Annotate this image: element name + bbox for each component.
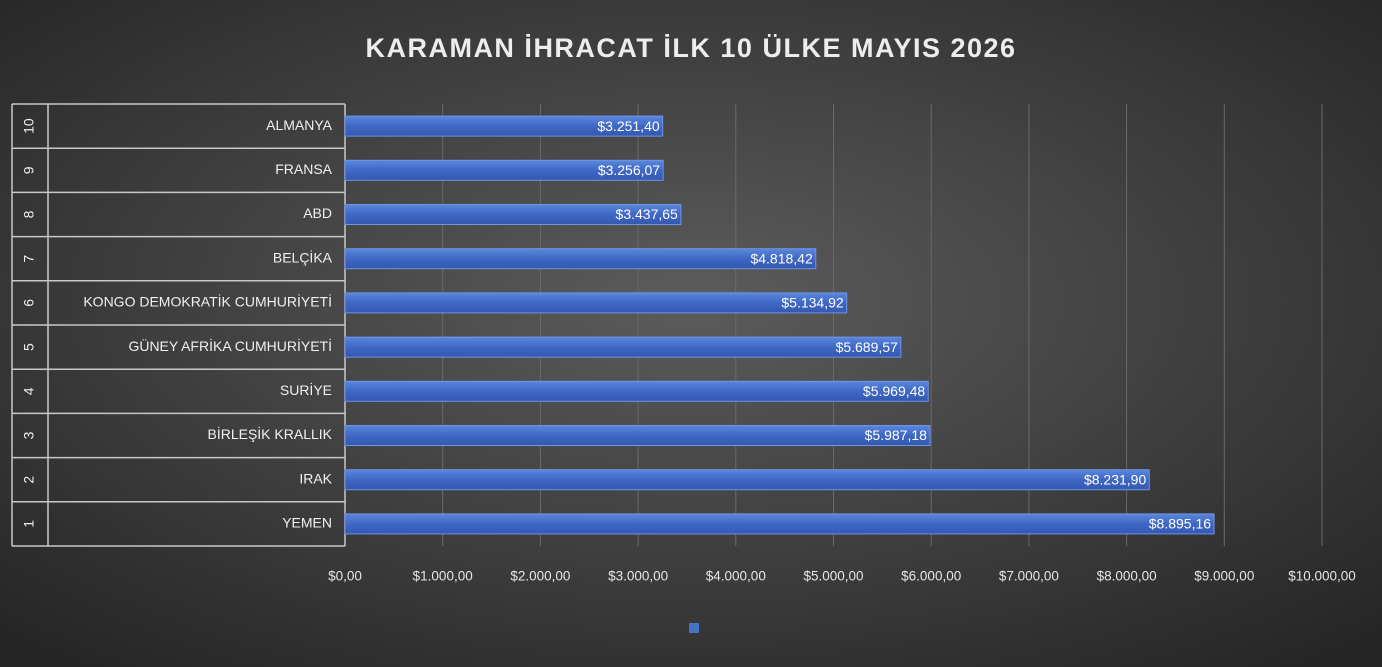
rank-label: 5 <box>21 343 37 351</box>
value-label: $5.969,48 <box>863 383 925 399</box>
rank-label: 6 <box>21 299 37 307</box>
y-tick-label: YEMEN <box>282 515 332 531</box>
y-tick-label: BİRLEŞİK KRALLIK <box>207 425 332 442</box>
rank-label: 10 <box>21 118 37 134</box>
bar <box>344 336 902 358</box>
rank-label: 9 <box>21 166 37 174</box>
x-tick-label: $2.000,00 <box>510 569 570 584</box>
value-label: $5.689,57 <box>836 339 898 355</box>
x-tick-label: $1.000,00 <box>413 569 473 584</box>
value-label: $3.251,40 <box>597 118 659 134</box>
value-label: $5.987,18 <box>865 427 927 443</box>
value-label: $8.231,90 <box>1084 471 1146 487</box>
rank-label: 8 <box>21 210 37 218</box>
rank-label: 3 <box>21 431 37 439</box>
bar <box>344 380 929 402</box>
bar <box>344 513 1215 535</box>
x-tick-label: $7.000,00 <box>999 569 1059 584</box>
bar <box>344 469 1150 491</box>
value-label: $3.256,07 <box>598 162 660 178</box>
y-tick-label: ALMANYA <box>266 117 333 133</box>
x-tick-label: $4.000,00 <box>706 569 766 584</box>
value-label: $5.134,92 <box>781 295 843 311</box>
value-label: $4.818,42 <box>750 250 812 266</box>
chart-title: KARAMAN İHRACAT İLK 10 ÜLKE MAYIS 2026 <box>365 33 1016 63</box>
bar <box>344 425 931 446</box>
bar <box>344 115 664 137</box>
y-tick-label: IRAK <box>299 470 332 486</box>
bar <box>344 248 817 270</box>
bar <box>344 159 664 181</box>
bar <box>344 292 848 314</box>
y-tick-label: FRANSA <box>275 161 332 177</box>
x-tick-label: $5.000,00 <box>803 569 863 584</box>
x-tick-label: $3.000,00 <box>608 569 668 584</box>
x-tick-label: $8.000,00 <box>1097 569 1157 584</box>
y-tick-label: ABD <box>303 205 332 221</box>
y-tick-label: SURİYE <box>280 381 332 398</box>
rank-label: 1 <box>21 520 37 528</box>
rank-label: 7 <box>21 255 37 263</box>
bar <box>344 204 682 225</box>
x-tick-label: $0,00 <box>328 569 362 584</box>
x-tick-label: $10.000,00 <box>1288 569 1356 584</box>
value-label: $3.437,65 <box>616 206 678 222</box>
x-tick-label: $6.000,00 <box>901 569 961 584</box>
y-tick-label: BELÇİKA <box>273 248 333 265</box>
x-tick-label: $9.000,00 <box>1194 569 1254 584</box>
rank-label: 2 <box>21 476 37 484</box>
rank-label: 4 <box>21 387 37 395</box>
y-tick-label: KONGO DEMOKRATİK CUMHURİYETİ <box>83 293 332 310</box>
legend-marker <box>689 623 699 633</box>
y-tick-label: GÜNEY AFRİKA CUMHURİYETİ <box>128 337 332 354</box>
value-label: $8.895,16 <box>1149 516 1211 532</box>
